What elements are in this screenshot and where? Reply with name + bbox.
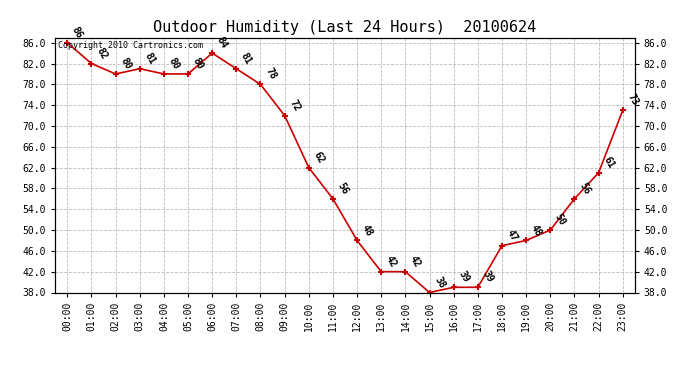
Text: 86: 86 (70, 25, 85, 40)
Text: Copyright 2010 Cartronics.com: Copyright 2010 Cartronics.com (58, 41, 203, 50)
Text: 38: 38 (433, 274, 447, 290)
Text: 39: 39 (457, 269, 471, 285)
Text: 81: 81 (239, 51, 254, 66)
Text: 80: 80 (191, 56, 206, 71)
Text: 78: 78 (264, 66, 278, 81)
Text: 82: 82 (95, 46, 109, 61)
Text: 84: 84 (215, 35, 230, 50)
Text: 80: 80 (167, 56, 181, 71)
Text: 56: 56 (578, 181, 592, 196)
Title: Outdoor Humidity (Last 24 Hours)  20100624: Outdoor Humidity (Last 24 Hours) 2010062… (153, 20, 537, 35)
Text: 62: 62 (312, 150, 326, 165)
Text: 48: 48 (529, 222, 544, 238)
Text: 50: 50 (553, 212, 568, 227)
Text: 61: 61 (602, 155, 616, 170)
Text: 80: 80 (119, 56, 133, 71)
Text: 48: 48 (360, 222, 375, 238)
Text: 72: 72 (288, 98, 302, 113)
Text: 81: 81 (143, 51, 157, 66)
Text: 42: 42 (384, 254, 399, 269)
Text: 73: 73 (626, 92, 640, 108)
Text: 42: 42 (408, 254, 423, 269)
Text: 56: 56 (336, 181, 351, 196)
Text: 39: 39 (481, 269, 495, 285)
Text: 47: 47 (505, 228, 520, 243)
